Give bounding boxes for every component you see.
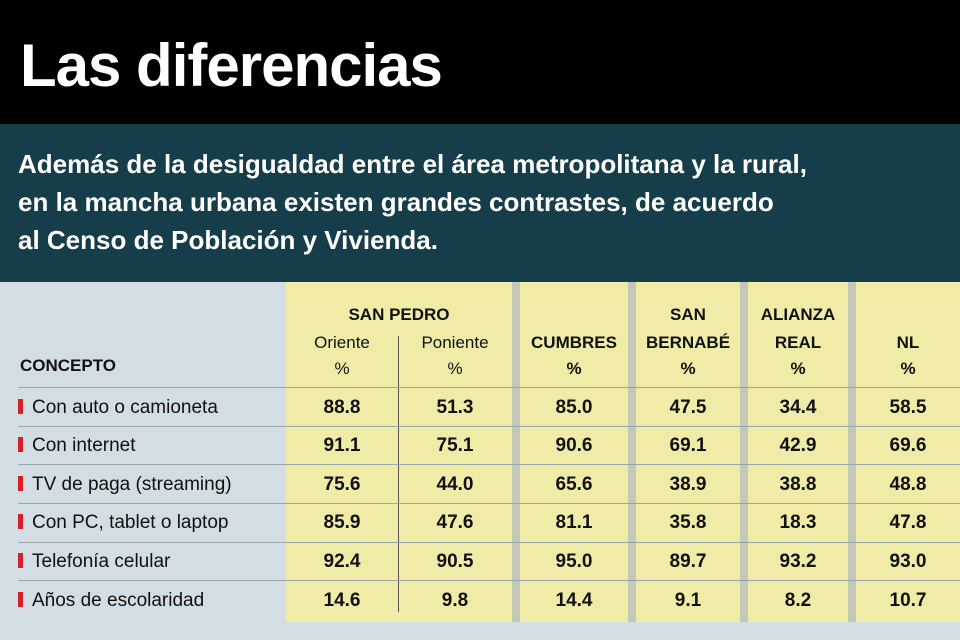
table-cell: 85.0: [555, 397, 593, 418]
table-cell: 92.4: [323, 551, 361, 572]
row-divider: [18, 503, 960, 504]
bullet-icon: [18, 476, 23, 491]
table-cell: 91.1: [323, 435, 361, 456]
column-separator: [740, 282, 748, 622]
page-title: Las diferencias: [20, 32, 443, 99]
table-cell: 95.0: [555, 551, 593, 572]
bullet-icon: [18, 437, 23, 452]
column-header-nl: NL: [896, 333, 920, 352]
table-cell: 90.6: [555, 435, 593, 456]
column-unit: %: [447, 359, 463, 378]
subtitle-line: al Censo de Población y Vivienda.: [18, 225, 438, 255]
table-cell: 58.5: [889, 397, 927, 418]
subtitle-line: Además de la desigualdad entre el área m…: [18, 149, 807, 179]
table-cell: 42.9: [779, 435, 817, 456]
table-row-label: TV de paga (streaming): [18, 473, 232, 497]
subtitle-bar: [0, 124, 960, 282]
table-cell: 35.8: [669, 512, 707, 533]
table-cell: 75.1: [436, 435, 474, 456]
table-cell: 85.9: [323, 512, 361, 533]
table-cell: 38.9: [669, 474, 707, 495]
column-unit: %: [790, 359, 806, 378]
table-cell: 14.6: [323, 590, 361, 611]
table-row-label: Con auto o camioneta: [18, 396, 218, 420]
column-header-san-bernabe-line2: BERNABÉ: [645, 333, 731, 352]
table-cell: 93.2: [779, 551, 817, 572]
group-header-san-pedro: SAN PEDRO: [348, 305, 450, 324]
table-cell: 51.3: [436, 397, 474, 418]
column-unit: %: [900, 359, 916, 378]
column-header-oriente: Oriente: [314, 333, 370, 352]
table-cell: 47.8: [889, 512, 927, 533]
table-cell: 38.8: [779, 474, 817, 495]
table-cell: 47.5: [669, 397, 707, 418]
table-cell: 69.1: [669, 435, 707, 456]
column-header-alianza-real-line1: ALIANZA: [760, 305, 836, 324]
table-cell: 93.0: [889, 551, 927, 572]
column-header-cumbres: CUMBRES: [531, 333, 617, 352]
table-cell: 81.1: [555, 512, 593, 533]
table-cell: 88.8: [323, 397, 361, 418]
bullet-icon: [18, 592, 23, 607]
column-header-san-bernabe-line1: SAN: [670, 305, 706, 324]
bullet-icon: [18, 514, 23, 529]
column-header-alianza-real-line2: REAL: [774, 333, 822, 352]
column-unit: %: [566, 359, 582, 378]
table-row-label: Años de escolaridad: [18, 589, 204, 613]
column-separator: [512, 282, 520, 622]
table-cell: 8.2: [784, 590, 812, 611]
table-cell: 75.6: [323, 474, 361, 495]
column-bg-nl: [856, 282, 960, 622]
table-cell: 14.4: [555, 590, 593, 611]
table-cell: 9.8: [441, 590, 469, 611]
table-cell: 44.0: [436, 474, 474, 495]
bullet-icon: [18, 399, 23, 414]
column-header-poniente: Poniente: [421, 333, 489, 352]
column-separator: [628, 282, 636, 622]
table-cell: 34.4: [779, 397, 817, 418]
subtitle-line: en la mancha urbana existen grandes cont…: [18, 187, 774, 217]
subtitle: Además de la desigualdad entre el área m…: [18, 145, 948, 259]
column-unit: %: [680, 359, 696, 378]
table-cell: 69.6: [889, 435, 927, 456]
table-cell: 18.3: [779, 512, 817, 533]
table-cell: 10.7: [889, 590, 927, 611]
row-divider: [18, 542, 960, 543]
row-divider: [18, 426, 960, 427]
column-separator: [848, 282, 856, 622]
column-bg-cumbres: [520, 282, 628, 622]
table-cell: 90.5: [436, 551, 474, 572]
row-divider: [18, 580, 960, 581]
column-bg-san-pedro: [286, 282, 512, 622]
row-divider: [18, 464, 960, 465]
table-row-label: Telefonía celular: [18, 550, 170, 574]
table-cell: 89.7: [669, 551, 707, 572]
table-cell: 48.8: [889, 474, 927, 495]
column-bg-san-bernabe: [636, 282, 740, 622]
table-cell: 47.6: [436, 512, 474, 533]
concept-header: CONCEPTO: [20, 356, 117, 375]
table-row-label: Con internet: [18, 434, 136, 458]
table-cell: 65.6: [555, 474, 593, 495]
table-cell: 9.1: [674, 590, 702, 611]
san-pedro-divider: [398, 336, 399, 612]
bullet-icon: [18, 553, 23, 568]
column-unit: %: [334, 359, 350, 378]
title-bar: [0, 0, 960, 124]
table-row-label: Con PC, tablet o laptop: [18, 511, 228, 535]
row-divider: [18, 387, 960, 388]
column-bg-alianza-real: [748, 282, 848, 622]
